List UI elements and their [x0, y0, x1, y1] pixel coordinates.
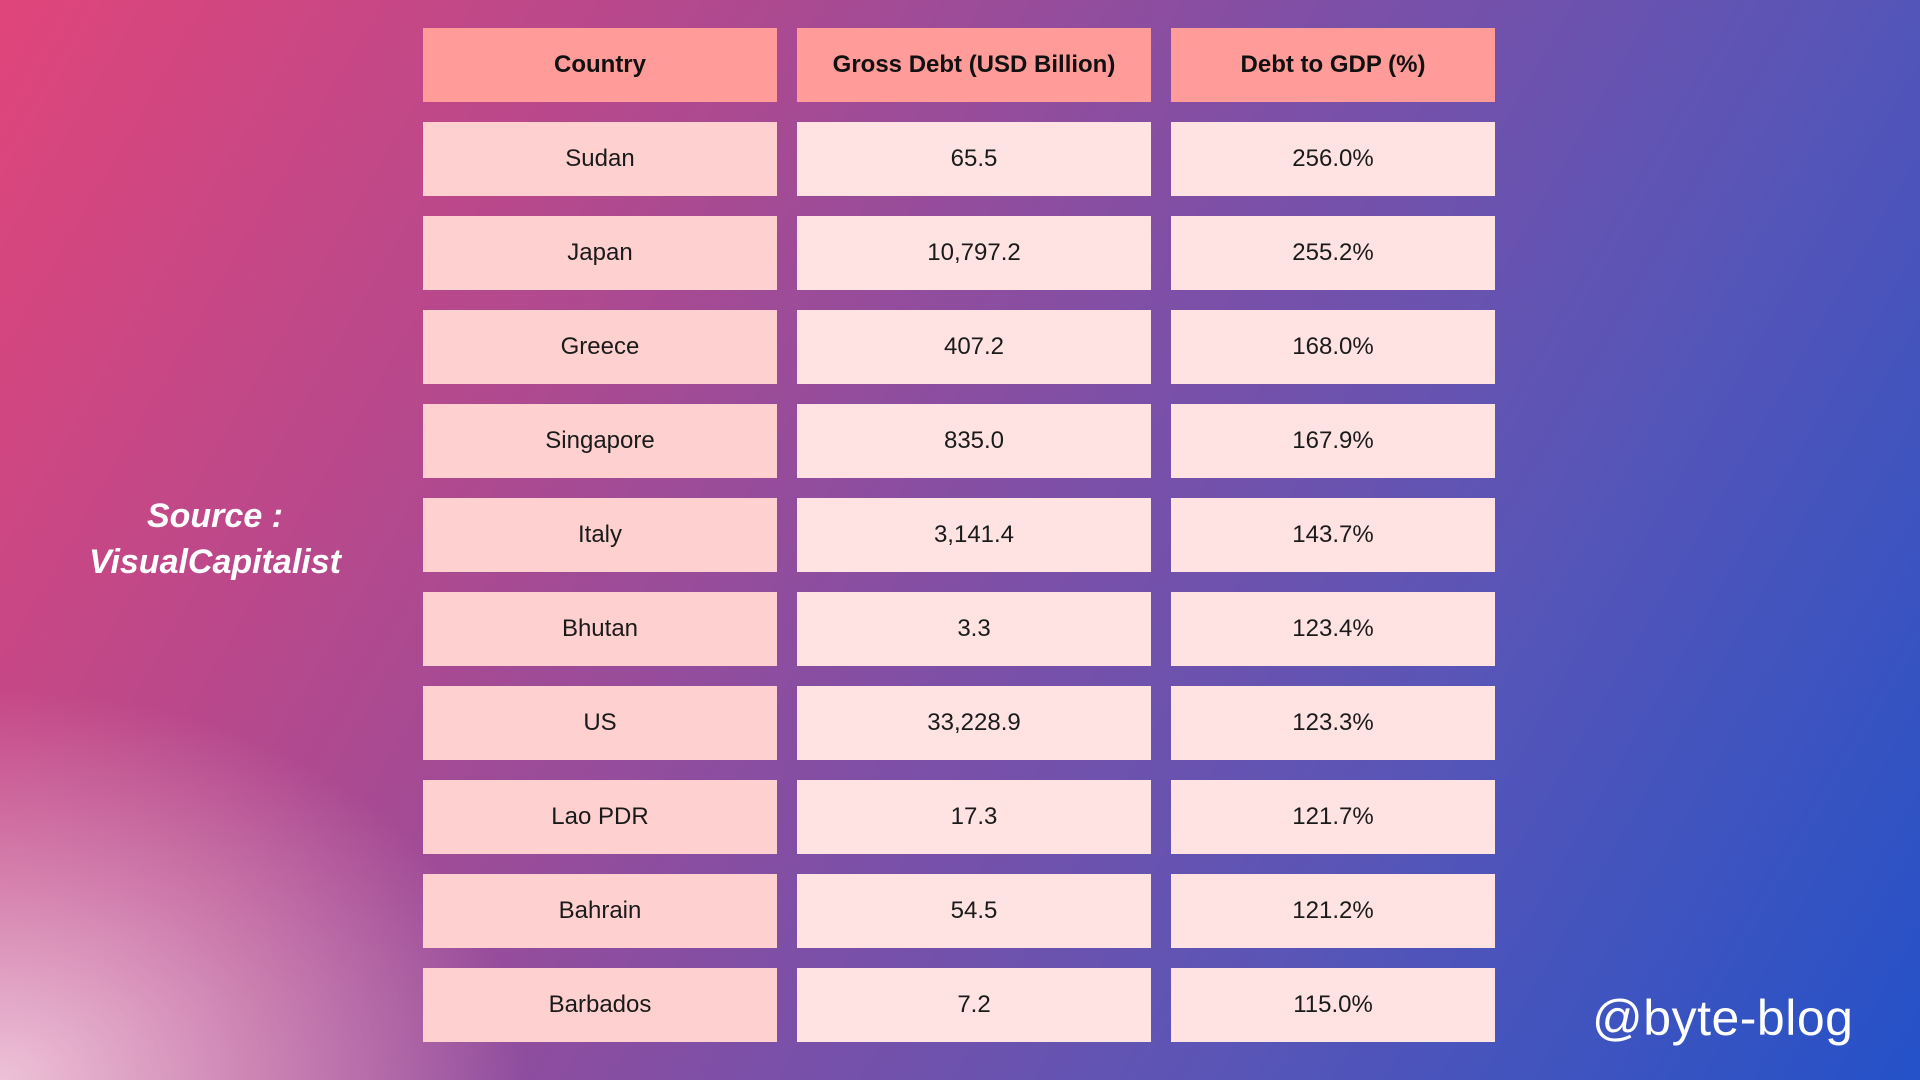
header-gross-debt: Gross Debt (USD Billion) [797, 28, 1151, 102]
header-debt-to-gdp: Debt to GDP (%) [1171, 28, 1495, 102]
table-row: Lao PDR 17.3 121.7% [423, 780, 1495, 854]
country-cell: Lao PDR [423, 780, 777, 854]
gross-debt-cell: 3.3 [797, 592, 1151, 666]
gross-debt-cell: 407.2 [797, 310, 1151, 384]
debt-to-gdp-cell: 123.3% [1171, 686, 1495, 760]
gross-debt-cell: 54.5 [797, 874, 1151, 948]
country-cell: Sudan [423, 122, 777, 196]
table-row: Greece 407.2 168.0% [423, 310, 1495, 384]
table-row: Italy 3,141.4 143.7% [423, 498, 1495, 572]
debt-to-gdp-cell: 123.4% [1171, 592, 1495, 666]
debt-to-gdp-cell: 256.0% [1171, 122, 1495, 196]
country-cell: Singapore [423, 404, 777, 478]
country-cell: Bhutan [423, 592, 777, 666]
table-row: US 33,228.9 123.3% [423, 686, 1495, 760]
debt-table: Country Gross Debt (USD Billion) Debt to… [423, 28, 1495, 1062]
source-label: Source : [146, 497, 284, 535]
country-cell: Greece [423, 310, 777, 384]
debt-to-gdp-cell: 255.2% [1171, 216, 1495, 290]
gross-debt-cell: 7.2 [797, 968, 1151, 1042]
debt-to-gdp-cell: 168.0% [1171, 310, 1495, 384]
gross-debt-cell: 65.5 [797, 122, 1151, 196]
country-cell: Italy [423, 498, 777, 572]
watermark-handle: @byte-blog [1592, 990, 1854, 1046]
gross-debt-cell: 3,141.4 [797, 498, 1151, 572]
debt-to-gdp-cell: 115.0% [1171, 968, 1495, 1042]
country-cell: US [423, 686, 777, 760]
table-row: Sudan 65.5 256.0% [423, 122, 1495, 196]
header-country: Country [423, 28, 777, 102]
country-cell: Bahrain [423, 874, 777, 948]
table-row: Singapore 835.0 167.9% [423, 404, 1495, 478]
gross-debt-cell: 17.3 [797, 780, 1151, 854]
debt-to-gdp-cell: 121.7% [1171, 780, 1495, 854]
table-row: Japan 10,797.2 255.2% [423, 216, 1495, 290]
debt-to-gdp-cell: 121.2% [1171, 874, 1495, 948]
table-row: Bahrain 54.5 121.2% [423, 874, 1495, 948]
source-name: VisualCapitalist [89, 543, 341, 581]
gross-debt-cell: 835.0 [797, 404, 1151, 478]
table-row: Barbados 7.2 115.0% [423, 968, 1495, 1042]
gross-debt-cell: 33,228.9 [797, 686, 1151, 760]
debt-to-gdp-cell: 167.9% [1171, 404, 1495, 478]
debt-to-gdp-cell: 143.7% [1171, 498, 1495, 572]
country-cell: Barbados [423, 968, 777, 1042]
table-row: Bhutan 3.3 123.4% [423, 592, 1495, 666]
country-cell: Japan [423, 216, 777, 290]
source-note: Source : VisualCapitalist [60, 493, 370, 585]
table-header-row: Country Gross Debt (USD Billion) Debt to… [423, 28, 1495, 102]
gross-debt-cell: 10,797.2 [797, 216, 1151, 290]
